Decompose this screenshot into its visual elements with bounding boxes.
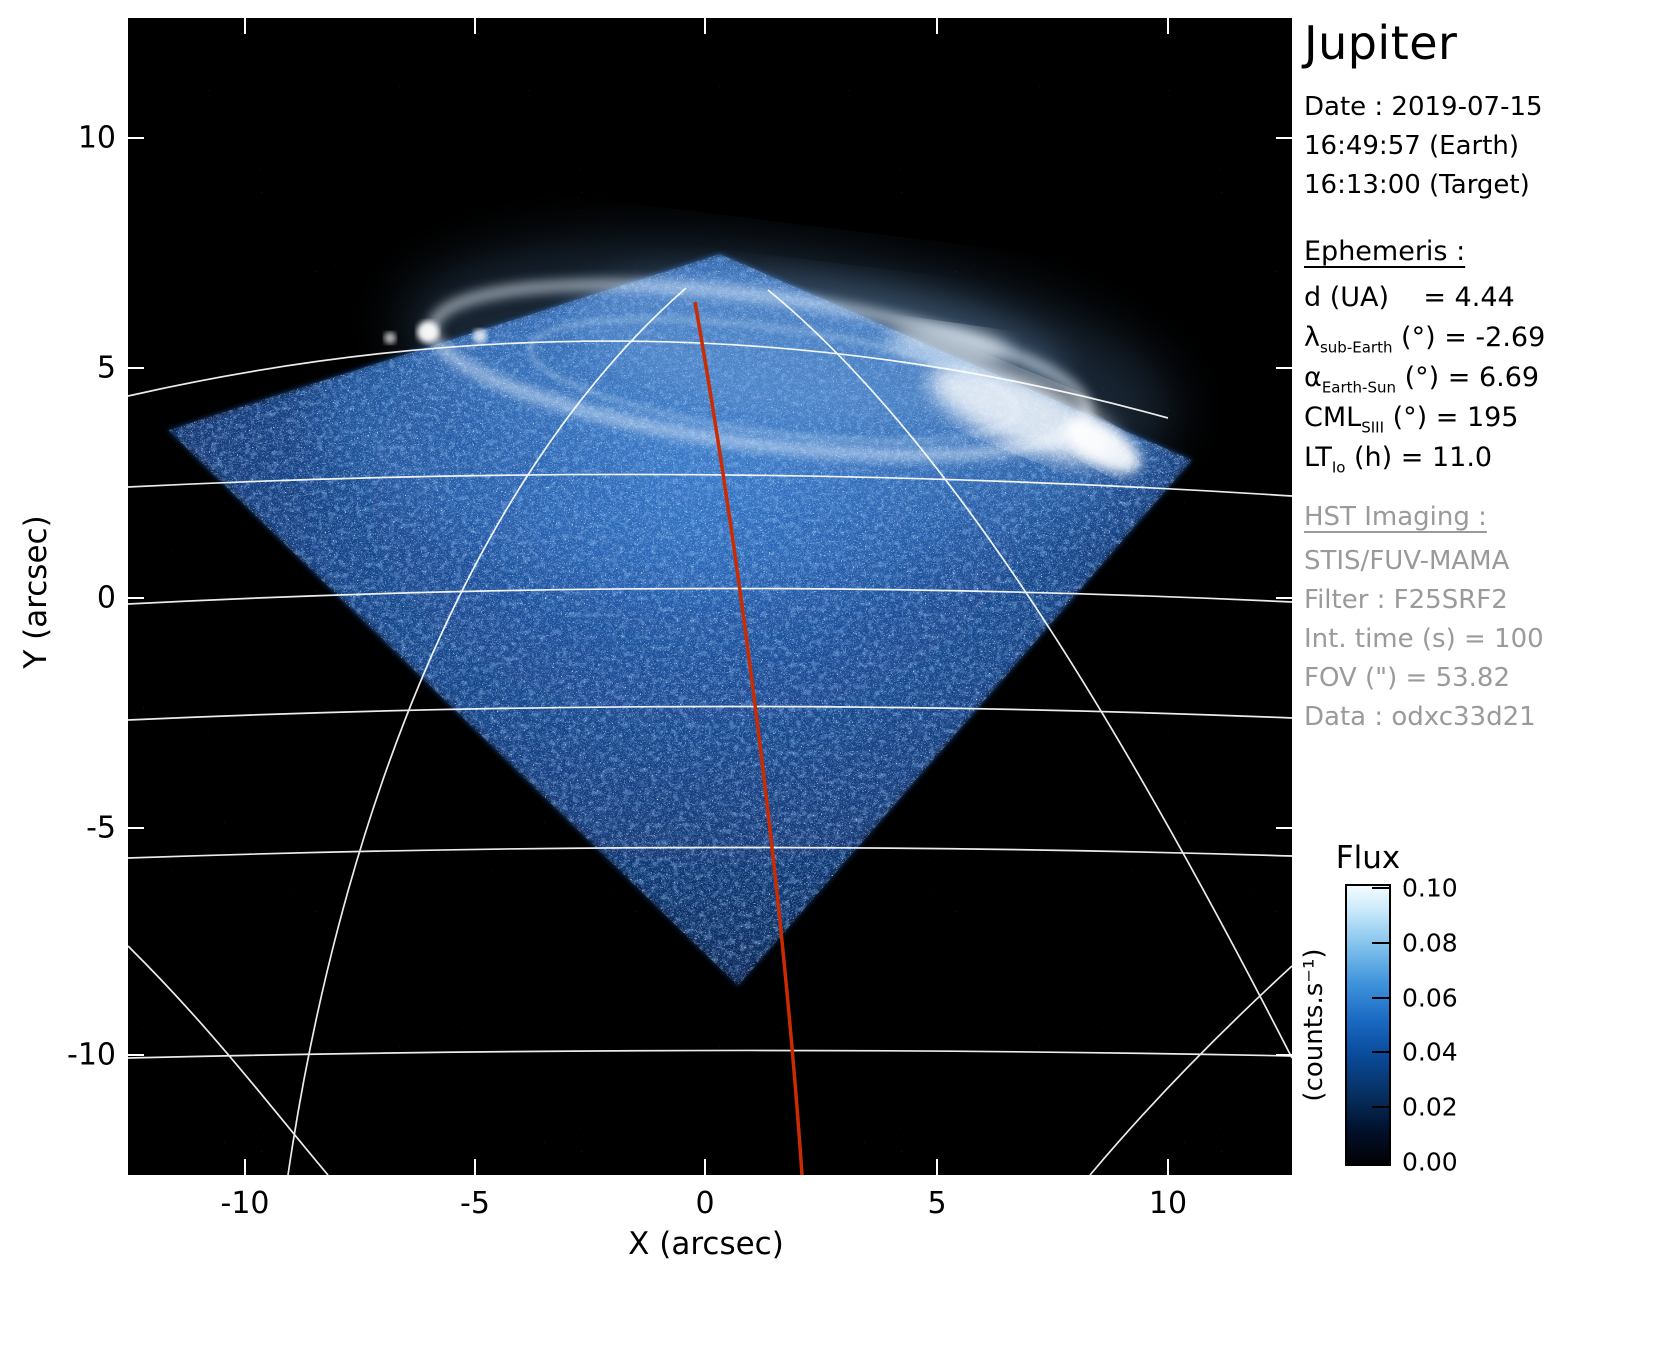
colorbar-tick-mark bbox=[1372, 1051, 1389, 1053]
y-axis-tick-label: 0 bbox=[96, 580, 116, 616]
colorbar-tick-label: 0.06 bbox=[1402, 983, 1458, 1013]
auroral-oval bbox=[384, 239, 1176, 497]
colorbar-tick-mark bbox=[1372, 1106, 1389, 1108]
figure-title: Jupiter bbox=[1304, 16, 1458, 70]
colorbar bbox=[1345, 884, 1391, 1166]
ephemeris-row-cml: CMLSIII (°) = 195 bbox=[1304, 402, 1545, 442]
y-axis-tick-label: 5 bbox=[96, 350, 116, 386]
colorbar-tick-label: 0.08 bbox=[1402, 928, 1458, 958]
colorbar-tick-mark bbox=[1372, 1161, 1389, 1163]
ephemeris-row-subearth-lat: λsub-Earth (°) = -2.69 bbox=[1304, 322, 1545, 362]
hst-data-id: Data : odxc33d21 bbox=[1304, 702, 1536, 732]
colorbar-title: Flux bbox=[1335, 840, 1401, 876]
ephemeris-subscript: sub-Earth bbox=[1319, 338, 1393, 357]
ephemeris-value: (°) = -2.69 bbox=[1392, 322, 1546, 353]
ephemeris-row-distance: d (UA) = 4.44 bbox=[1304, 282, 1545, 322]
ephemeris-subscript: SIII bbox=[1361, 418, 1384, 437]
colorbar-tick-mark bbox=[1372, 942, 1389, 944]
ephemeris-value: (°) = 195 bbox=[1384, 402, 1519, 433]
hst-instrument: STIS/FUV-MAMA bbox=[1304, 546, 1510, 576]
ephemeris-heading: Ephemeris : bbox=[1304, 236, 1466, 267]
x-axis-tick-label: 0 bbox=[695, 1186, 715, 1221]
ephemeris-symbol: LT bbox=[1304, 442, 1332, 473]
observation-date: Date : 2019-07-15 bbox=[1304, 92, 1543, 122]
hst-fov: FOV (") = 53.82 bbox=[1304, 663, 1511, 693]
observation-time-target: 16:13:00 (Target) bbox=[1304, 170, 1530, 200]
x-axis-tick-label: -5 bbox=[460, 1186, 490, 1221]
x-axis-tick-label: 10 bbox=[1148, 1186, 1188, 1221]
ephemeris-value: (UA) = 4.44 bbox=[1321, 282, 1515, 313]
colorbar-tick-label: 0.02 bbox=[1402, 1092, 1458, 1122]
ephemeris-symbol: α bbox=[1304, 362, 1322, 393]
observation-time-earth: 16:49:57 (Earth) bbox=[1304, 131, 1520, 161]
x-axis-label: X (arcsec) bbox=[628, 1226, 784, 1262]
ephemeris-block: d (UA) = 4.44 λsub-Earth (°) = -2.69 αEa… bbox=[1304, 282, 1545, 482]
y-axis-tick-label: -5 bbox=[86, 810, 116, 846]
ephemeris-symbol: CML bbox=[1304, 402, 1362, 433]
cml-meridian-line bbox=[693, 301, 804, 1176]
hst-imaging-block: STIS/FUV-MAMA Filter : F25SRF2 Int. time… bbox=[1304, 542, 1544, 737]
planet-grid bbox=[127, 287, 1293, 1176]
axis-tick-marks bbox=[128, 18, 1292, 1175]
colorbar-tick-label: 0.00 bbox=[1402, 1147, 1458, 1177]
ephemeris-symbol: λ bbox=[1304, 322, 1320, 353]
hst-imaging-heading: HST Imaging : bbox=[1304, 502, 1487, 532]
colorbar-unit-label: (counts.s⁻¹) bbox=[1299, 948, 1329, 1102]
plot-area bbox=[127, 18, 1293, 1176]
y-axis-tick-label: 10 bbox=[77, 120, 116, 156]
y-axis-tick-label: -10 bbox=[67, 1037, 116, 1073]
ephemeris-value: (h) = 11.0 bbox=[1345, 442, 1493, 473]
observation-date-block: Date : 2019-07-15 16:49:57 (Earth) 16:13… bbox=[1304, 88, 1543, 205]
colorbar-tick-label: 0.04 bbox=[1402, 1037, 1458, 1067]
ephemeris-subscript: Earth-Sun bbox=[1321, 378, 1396, 397]
hst-int-time: Int. time (s) = 100 bbox=[1304, 624, 1544, 654]
ephemeris-subscript: Io bbox=[1331, 458, 1346, 477]
plot-canvas bbox=[127, 18, 1293, 1176]
y-axis-label: Y (arcsec) bbox=[18, 515, 54, 669]
colorbar-tick-mark bbox=[1372, 887, 1389, 889]
ephemeris-row-io-localtime: LTIo (h) = 11.0 bbox=[1304, 442, 1545, 482]
colorbar-tick-mark bbox=[1372, 997, 1389, 999]
ephemeris-symbol: d bbox=[1304, 282, 1322, 313]
ephemeris-value: (°) = 6.69 bbox=[1396, 362, 1540, 393]
colorbar-tick-label: 0.10 bbox=[1402, 873, 1458, 903]
hst-filter: Filter : F25SRF2 bbox=[1304, 585, 1508, 615]
x-axis-tick-label: 5 bbox=[927, 1186, 947, 1221]
ephemeris-row-phase-angle: αEarth-Sun (°) = 6.69 bbox=[1304, 362, 1545, 402]
x-axis-tick-label: -10 bbox=[220, 1186, 270, 1221]
